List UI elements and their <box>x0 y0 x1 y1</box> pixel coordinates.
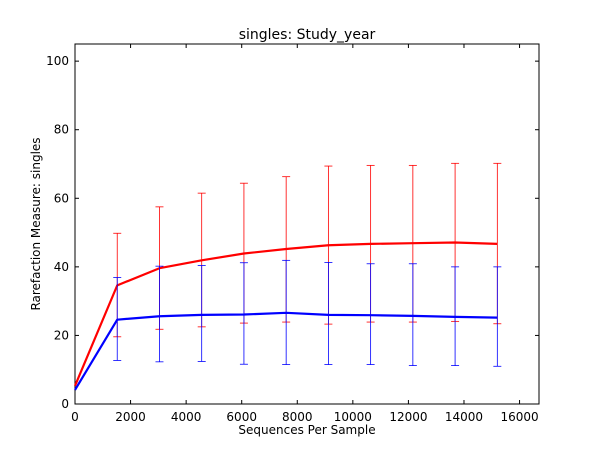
y-tick-label: 100 <box>46 54 69 68</box>
chart-title: singles: Study_year <box>239 27 376 43</box>
y-tick-label: 60 <box>54 191 69 205</box>
x-tick-label: 2000 <box>115 410 146 424</box>
x-tick-label: 16000 <box>500 410 538 424</box>
x-axis-label: Sequences Per Sample <box>238 423 375 437</box>
x-tick-label: 14000 <box>445 410 483 424</box>
x-tick-label: 10000 <box>334 410 372 424</box>
axes: 0 2000 4000 6000 8000 10000 12000 14000 16000 0 20… <box>46 43 540 424</box>
x-tick-label: 0 <box>71 410 79 424</box>
x-tick-label: 6000 <box>226 410 257 424</box>
x-tick-label: 4000 <box>171 410 202 424</box>
x-tick-label: 12000 <box>389 410 427 424</box>
y-axis-label: Rarefaction Measure: singles <box>29 137 43 310</box>
y-tick-label: 20 <box>54 328 69 342</box>
x-tick-label: 8000 <box>282 410 313 424</box>
y-tick-label: 80 <box>54 123 69 137</box>
plot-frame <box>74 43 540 405</box>
y-tick-label: 0 <box>61 397 69 411</box>
y-tick-label: 40 <box>54 260 69 274</box>
